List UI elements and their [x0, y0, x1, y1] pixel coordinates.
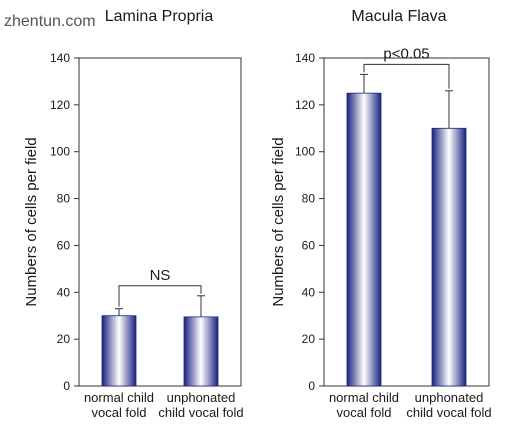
y-tick-label: 60: [302, 238, 316, 252]
y-tick-label: 120: [50, 98, 70, 112]
chart-title: Macula Flava: [351, 8, 446, 25]
watermark: zhentun.com: [4, 13, 96, 30]
macula-flava-chart: Macula Flava 0 20 40 60 80 100 120 140 Numbers of…: [270, 8, 492, 420]
chart-title: Lamina Propria: [105, 8, 214, 25]
y-tick-label: 0: [308, 379, 315, 393]
y-tick-label: 20: [57, 332, 71, 346]
significance-bracket: [118, 285, 202, 307]
plot-frame: [323, 57, 490, 387]
y-tick-label: 20: [302, 332, 316, 346]
category-label: unphonated child vocal fold: [158, 390, 243, 420]
y-tick-label: 120: [295, 98, 315, 112]
y-tick-label: 80: [302, 192, 316, 206]
category-label: normal child vocal fold: [84, 390, 154, 420]
plot-frame: [78, 57, 242, 387]
significance-bracket: [363, 63, 450, 89]
y-tick-label: 100: [295, 145, 315, 159]
y-tick-label: 140: [295, 51, 315, 65]
y-tick-label: 40: [302, 285, 316, 299]
significance-label: p<0.05: [383, 45, 429, 62]
significance-label: NS: [150, 267, 171, 284]
y-tick-label: 80: [57, 192, 71, 206]
bar: [183, 316, 219, 387]
bar: [431, 127, 467, 387]
y-tick-label: 40: [57, 285, 71, 299]
category-label: unphonated child vocal fold: [406, 390, 491, 420]
y-tick-label: 60: [57, 238, 71, 252]
y-axis-label: Numbers of cells per field: [270, 137, 287, 306]
y-axis-label: Numbers of cells per field: [23, 137, 40, 306]
y-tick-label: 0: [63, 379, 70, 393]
bar: [346, 92, 382, 387]
bar: [101, 315, 137, 387]
category-label: normal child vocal fold: [329, 390, 399, 420]
y-tick-label: 140: [50, 51, 70, 65]
lamina-propria-chart: Lamina Propria 0 20 40 60 80 100 120 140 Numbers …: [23, 8, 244, 420]
y-tick-label: 100: [50, 145, 70, 159]
